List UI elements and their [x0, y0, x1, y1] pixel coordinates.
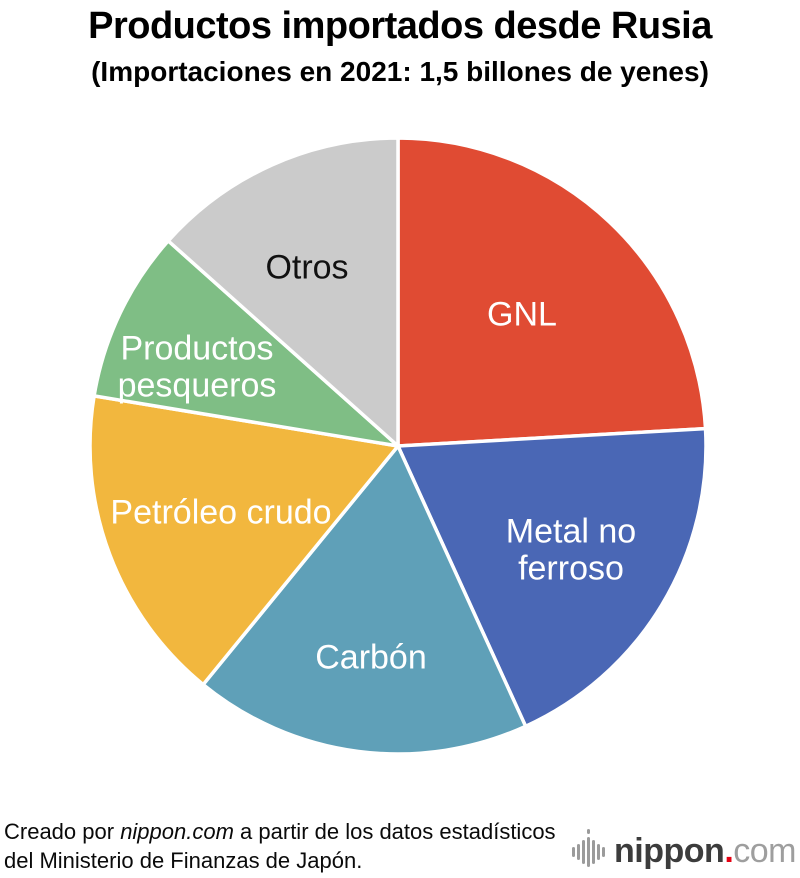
pie-slice-petroleo-crudo	[88, 394, 400, 687]
soundwave-icon	[572, 829, 606, 867]
nippon-logo: nippon.com	[572, 828, 796, 874]
logo-dot: .	[724, 831, 734, 870]
pie-slice-gnl	[396, 136, 708, 448]
pie-chart-canvas	[88, 136, 708, 756]
source-text-prefix: Creado por	[4, 819, 121, 844]
slice-label-petroleo-crudo: Petróleo crudo	[110, 493, 332, 532]
pie-slice-otros	[166, 136, 400, 448]
page-title: Productos importados desde Rusia	[88, 5, 712, 47]
source-text-suffix: a partir de los datos estadísticos del M…	[4, 819, 556, 873]
slice-label-carbon: Carbón	[315, 638, 427, 677]
pie-slice-carbon	[201, 444, 528, 756]
slice-label-otros: Otros	[265, 248, 349, 287]
slice-label-metal-no-ferroso: Metal no ferroso	[505, 512, 637, 587]
source-brand: nippon.com	[120, 819, 234, 844]
logo-brand: nippon	[614, 831, 725, 870]
pie-slice-productos-pesqueros	[92, 239, 400, 448]
logo-tld: com	[733, 831, 796, 870]
pie-chart: GNL Metal no ferroso Carbón Petróleo crudo Pr…	[0, 110, 800, 810]
pie-slice-metal-no-ferroso	[396, 426, 708, 729]
page-subtitle: (Importaciones en 2021: 1,5 billones de …	[91, 56, 709, 87]
slice-label-productos-pesqueros: Productos pesqueros	[117, 329, 277, 404]
nippon-logo-text: nippon.com	[614, 832, 796, 871]
slice-label-gnl: GNL	[487, 295, 557, 334]
source-note: Creado por nippon.com a partir de los da…	[4, 817, 560, 875]
